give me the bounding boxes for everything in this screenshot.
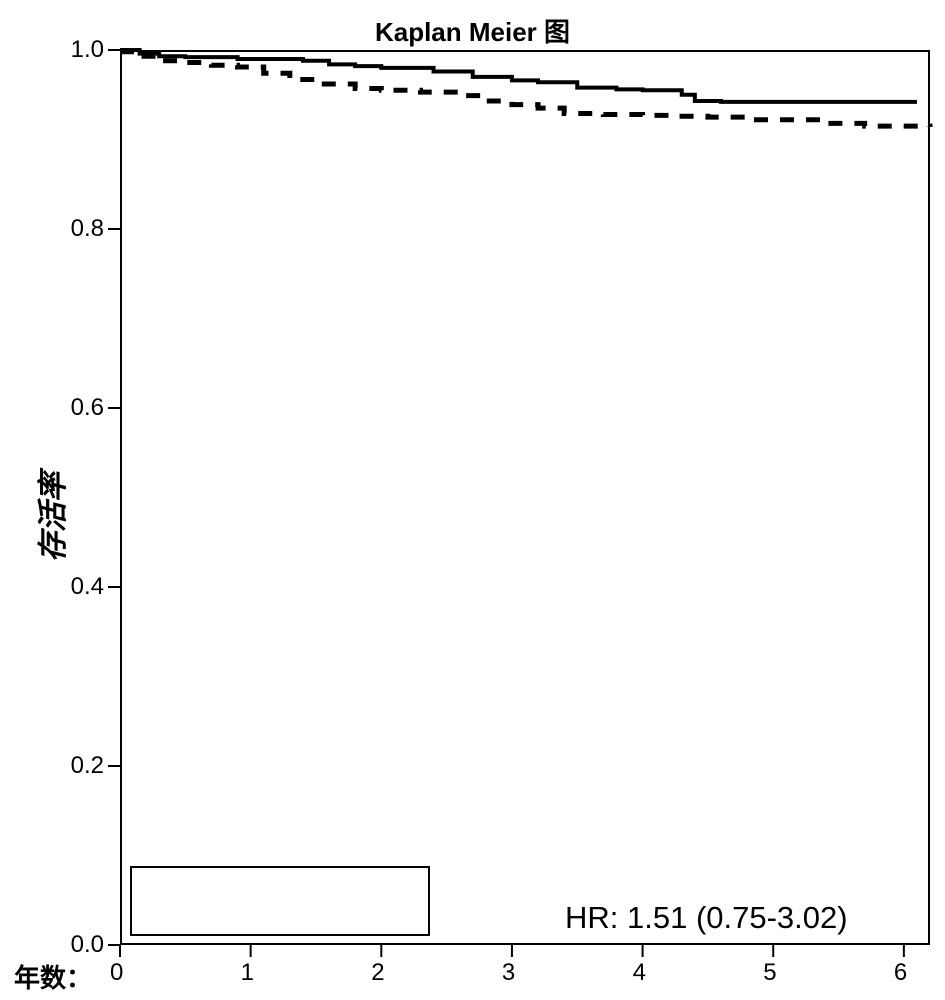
y-tick-label: 0.0 (71, 931, 104, 959)
y-tick-label: 0.8 (71, 215, 104, 243)
x-tick-label: 4 (633, 959, 646, 987)
x-tick-label: 3 (502, 959, 515, 987)
x-tick-label: 2 (371, 959, 384, 987)
y-tick-label: 0.6 (71, 394, 104, 422)
y-tick-label: 1.0 (71, 36, 104, 64)
legend-box (130, 866, 430, 936)
x-tick-label: 0 (110, 959, 123, 987)
y-tick-label: 0.2 (71, 752, 104, 780)
km-chart: Kaplan Meier 图 存活率 年数： SPON1 <= 1.4 NPXS… (0, 0, 945, 1000)
plot-svg: SPON1 <= 1.4 NPXSPON1 > 1.4 NPX (0, 0, 945, 1000)
hr-annotation: HR: 1.51 (0.75-3.02) (565, 900, 848, 936)
x-tick-label: 5 (763, 959, 776, 987)
x-tick-label: 1 (241, 959, 254, 987)
x-tick-label: 6 (894, 959, 907, 987)
y-tick-label: 0.4 (71, 573, 104, 601)
